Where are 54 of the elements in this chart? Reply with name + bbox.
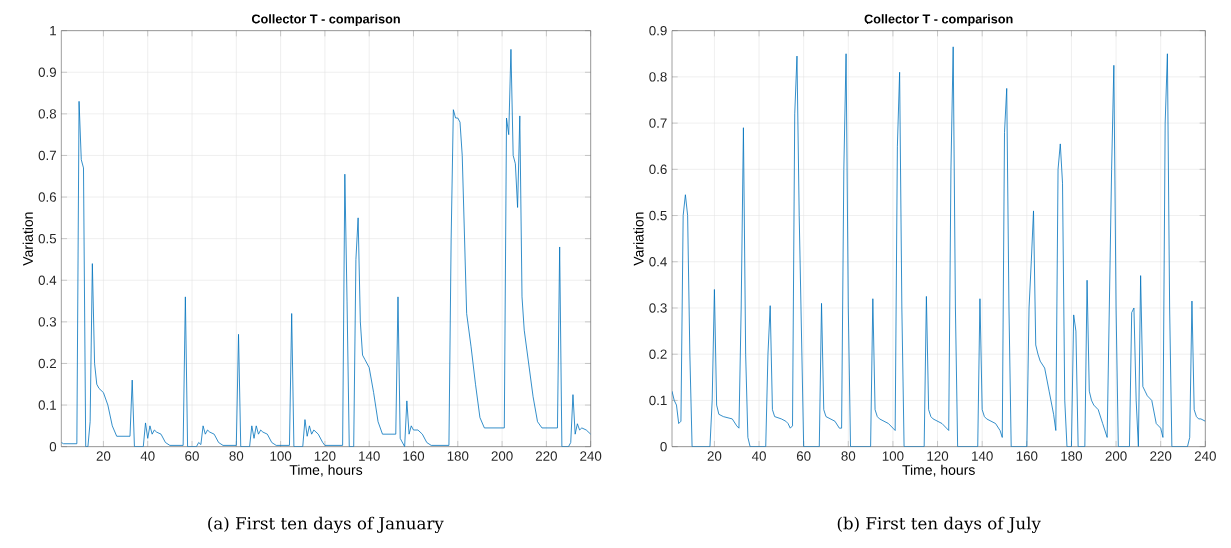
x-tick-label: 220 [1150,451,1172,461]
x-tick-label: 180 [1061,451,1083,461]
x-tick-label: 160 [403,451,425,461]
x-tick-label: 120 [314,451,336,461]
x-tick-label: 120 [927,451,949,461]
y-tick-label: 0.3 [649,303,667,313]
y-tick-label: 0.6 [649,164,667,175]
chart-title: Collector T - comparison [864,14,1013,26]
x-tick-label: 60 [185,451,199,461]
y-tick-label: 0.9 [38,67,57,77]
y-tick-label: 0.7 [649,118,667,128]
x-tick-label: 100 [270,451,292,461]
x-tick-label: 20 [96,451,111,461]
y-tick-label: 0.3 [38,317,57,327]
x-tick-label: 140 [972,451,993,461]
y-axis-title: Variation [633,212,644,266]
x-axis-title: Time, hours [289,464,363,477]
y-axis-title: Variation [22,212,33,266]
y-tick-label: 0.4 [38,275,57,285]
y-tick-label: 0.8 [649,72,667,82]
y-tick-label: 0.2 [649,349,667,359]
y-tick-label: 0.7 [38,150,56,161]
x-tick-label: 60 [796,451,811,461]
x-tick-label: 80 [229,451,244,461]
y-tick-label: 0.2 [38,358,56,369]
x-tick-label: 100 [882,451,904,461]
x-tick-label: 40 [140,451,155,461]
x-tick-label: 200 [491,451,513,461]
x-tick-label: 240 [1194,451,1216,461]
y-tick-label: 0.5 [38,233,57,244]
x-tick-label: 80 [841,451,856,461]
x-tick-label: 220 [535,451,557,461]
y-tick-label: 0 [49,441,57,452]
y-tick-label: 0.1 [38,400,56,410]
x-tick-label: 180 [447,451,469,461]
y-tick-label: 0.9 [649,25,667,36]
x-tick-label: 40 [751,451,766,461]
y-tick-label: 0.8 [38,109,57,119]
line-series [672,46,1206,447]
y-tick-label: 0 [660,441,667,452]
x-tick-label: 140 [359,451,380,461]
x-axis-title: Time, hours [902,464,975,477]
x-tick-label: 240 [580,451,602,461]
x-tick-label: 160 [1016,451,1038,461]
x-tick-label: 200 [1105,451,1127,461]
y-tick-label: 0.6 [38,192,57,202]
y-tick-label: 0.1 [649,395,667,406]
y-tick-label: 0.5 [649,210,667,221]
chart-title: Collector T - comparison [251,14,400,26]
y-tick-label: 0.4 [649,257,667,267]
y-tick-label: 1 [50,26,56,36]
text: (a) First ten days of January [208,516,444,534]
x-tick-label: 20 [707,451,722,461]
text: (b) First ten days of July [837,516,1041,534]
